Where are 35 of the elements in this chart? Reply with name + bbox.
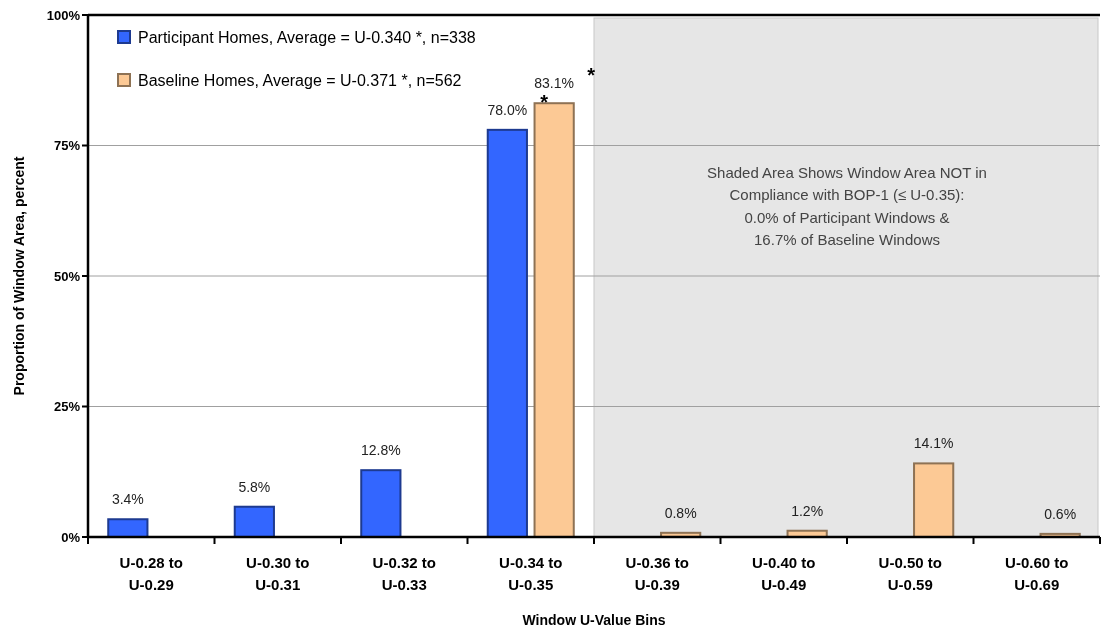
- data-label: 1.2%: [791, 502, 824, 519]
- y-tick-label: 0%: [61, 529, 81, 545]
- data-label: 12.8%: [361, 442, 401, 459]
- data-label: 83.1%: [534, 75, 574, 92]
- annotation: *: [540, 90, 549, 113]
- x-tick-label: U-0.34 to U-0.35: [499, 554, 563, 593]
- y-axis-title: Proportion of Window Area, percent: [11, 156, 27, 396]
- x-tick-label: U-0.60 to U-0.69: [1005, 554, 1069, 593]
- y-tick-label: 50%: [53, 268, 81, 284]
- x-tick-label: U-0.28 to U-0.29: [119, 554, 183, 593]
- y-tick-label: 75%: [53, 138, 81, 153]
- bar: [360, 469, 402, 538]
- bar: [233, 505, 275, 538]
- x-tick-label: U-0.40 to U-0.49: [752, 554, 816, 593]
- annotation: *: [587, 64, 596, 87]
- data-label: 14.1%: [913, 435, 954, 452]
- y-tick-label: 100%: [46, 7, 81, 23]
- data-label: 78.0%: [487, 101, 528, 118]
- legend-label: Baseline Homes, Average = U-0.371 *, n=562: [138, 72, 462, 89]
- x-axis-title: Window U-Value Bins: [522, 612, 666, 628]
- bar: [913, 462, 955, 538]
- bar: [533, 102, 575, 538]
- x-tick-label: U-0.50 to U-0.59: [878, 554, 942, 593]
- legend-label: Participant Homes, Average = U-0.340 *, n=338: [138, 29, 476, 46]
- bar: [107, 518, 149, 538]
- x-tick-label: U-0.30 to U-0.31: [246, 554, 310, 593]
- data-label: 3.4%: [111, 491, 144, 508]
- data-label: 0.6%: [1044, 505, 1077, 522]
- data-label: 5.8%: [238, 478, 271, 495]
- y-tick-label: 25%: [53, 399, 81, 414]
- data-label: 0.8%: [664, 504, 697, 521]
- band-label: Shaded Area Shows Window Area NOT in Compliance with BOP-1 (≤ U-0.35): 0.0% of Participant Windows & 16.7% of Baseline Windows: [707, 163, 987, 249]
- bar: [486, 128, 528, 538]
- x-tick-label: U-0.32 to U-0.33: [372, 554, 436, 593]
- x-tick-label: U-0.36 to U-0.39: [625, 554, 689, 593]
